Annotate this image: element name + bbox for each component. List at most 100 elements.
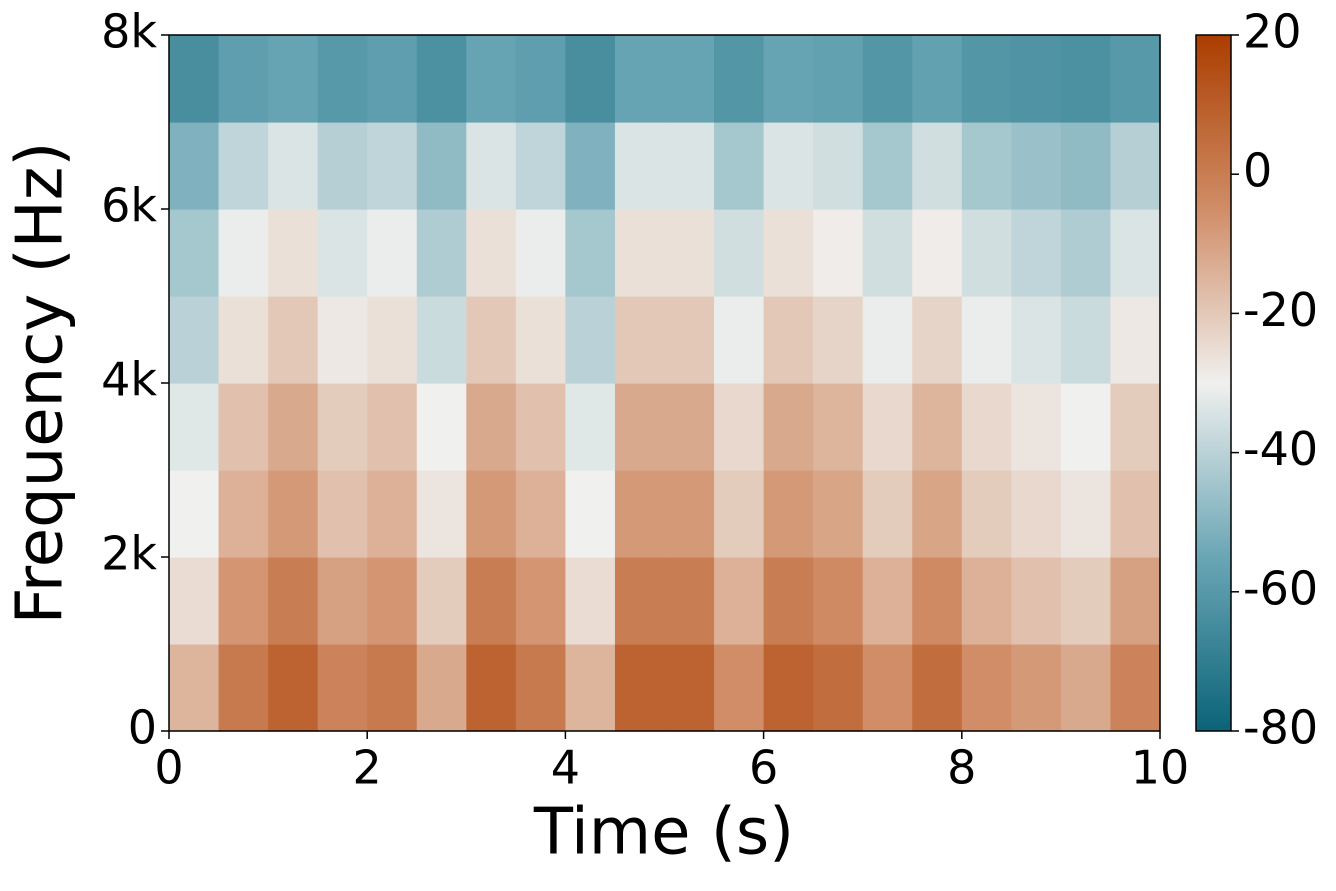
heatmap-cell — [912, 470, 963, 558]
heatmap-cell — [714, 557, 765, 645]
heatmap-cell — [317, 296, 368, 384]
heatmap-cell — [169, 122, 220, 210]
heatmap-cell — [169, 644, 220, 732]
heatmap-cell — [664, 644, 715, 732]
heatmap-cell — [1110, 209, 1161, 297]
heatmap-cell — [1110, 557, 1161, 645]
heatmap-cell — [912, 35, 963, 123]
heatmap-cell — [466, 122, 517, 210]
heatmap-cell — [317, 122, 368, 210]
heatmap-cell — [268, 470, 319, 558]
heatmap-cell — [317, 35, 368, 123]
x-tick-label: 0 — [154, 741, 183, 795]
heatmap-cell — [813, 557, 864, 645]
heatmap-cell — [813, 296, 864, 384]
heatmap-cell — [714, 122, 765, 210]
heatmap-cell — [169, 383, 220, 471]
heatmap-cell — [961, 296, 1012, 384]
heatmap-cell — [763, 470, 814, 558]
heatmap-cell — [912, 644, 963, 732]
heatmap-cell — [515, 209, 566, 297]
heatmap-cell — [317, 470, 368, 558]
heatmap-cell — [763, 209, 814, 297]
heatmap-cell — [515, 122, 566, 210]
heatmap-cell — [813, 35, 864, 123]
heatmap-cell — [1110, 35, 1161, 123]
heatmap-cell — [367, 470, 418, 558]
heatmap-cell — [1011, 383, 1062, 471]
heatmap-cell — [515, 383, 566, 471]
heatmap-cell — [169, 296, 220, 384]
y-tick-label: 2k — [101, 527, 157, 581]
heatmap-cell — [268, 209, 319, 297]
heatmap-cell — [169, 557, 220, 645]
heatmap-cell — [317, 209, 368, 297]
heatmap-cell — [1011, 122, 1062, 210]
heatmap-cell — [1060, 557, 1112, 645]
heatmap-cell — [218, 122, 269, 210]
heatmap-cell — [614, 35, 666, 123]
x-tick-label: 4 — [551, 741, 580, 795]
heatmap-cell — [218, 209, 269, 297]
heatmap-cell — [1110, 122, 1161, 210]
heatmap-cell — [1110, 383, 1161, 471]
heatmap-cell — [664, 209, 715, 297]
colorbar-tick-label: 20 — [1243, 5, 1302, 59]
heatmap-cell — [218, 557, 269, 645]
heatmap-cell — [813, 383, 864, 471]
heatmap-cell — [714, 644, 765, 732]
heatmap-cell — [664, 35, 715, 123]
heatmap-cell — [961, 470, 1012, 558]
heatmap-cell — [862, 383, 913, 471]
heatmap-cell — [714, 209, 765, 297]
heatmap-cell — [169, 470, 220, 558]
heatmap-cell — [367, 557, 418, 645]
heatmap-cell — [912, 557, 963, 645]
heatmap-cells — [169, 35, 1161, 732]
heatmap-cell — [961, 122, 1012, 210]
heatmap-cell — [912, 296, 963, 384]
heatmap-cell — [268, 644, 319, 732]
heatmap-cell — [515, 296, 566, 384]
heatmap-cell — [515, 644, 566, 732]
heatmap-cell — [416, 296, 467, 384]
heatmap-cell — [416, 383, 467, 471]
heatmap-cell — [961, 557, 1012, 645]
heatmap-cell — [862, 557, 913, 645]
heatmap-cell — [1060, 35, 1112, 123]
heatmap-cell — [268, 383, 319, 471]
heatmap-cell — [862, 122, 913, 210]
heatmap-cell — [912, 122, 963, 210]
heatmap-cell — [565, 383, 616, 471]
heatmap-cell — [317, 644, 368, 732]
heatmap-cell — [367, 35, 418, 123]
heatmap-cell — [1011, 296, 1062, 384]
colorbar — [1195, 34, 1232, 732]
y-axis-title: Frequency (Hz) — [4, 142, 78, 625]
heatmap-cell — [813, 644, 864, 732]
heatmap-cell — [169, 209, 220, 297]
heatmap-cell — [813, 122, 864, 210]
heatmap-cell — [416, 122, 467, 210]
colorbar-tick-label: -20 — [1243, 283, 1318, 337]
x-tick-label: 6 — [749, 741, 778, 795]
heatmap-cell — [317, 383, 368, 471]
heatmap-cell — [565, 557, 616, 645]
heatmap-cell — [1011, 557, 1062, 645]
x-axis-title: Time (s) — [533, 796, 794, 870]
heatmap-cell — [1060, 470, 1112, 558]
y-tick-label: 6k — [101, 179, 157, 233]
heatmap-cell — [961, 35, 1012, 123]
x-tick-label: 2 — [353, 741, 382, 795]
heatmap-cell — [1011, 470, 1062, 558]
heatmap-cell — [862, 209, 913, 297]
heatmap-cell — [515, 470, 566, 558]
heatmap-cell — [1110, 470, 1161, 558]
heatmap-cell — [664, 557, 715, 645]
heatmap-cell — [614, 209, 666, 297]
colorbar-tick-label: 0 — [1243, 144, 1272, 198]
colorbar-tick-label: -80 — [1243, 701, 1318, 755]
heatmap-cell — [1060, 122, 1112, 210]
heatmap-cell — [614, 470, 666, 558]
heatmap-cell — [664, 296, 715, 384]
